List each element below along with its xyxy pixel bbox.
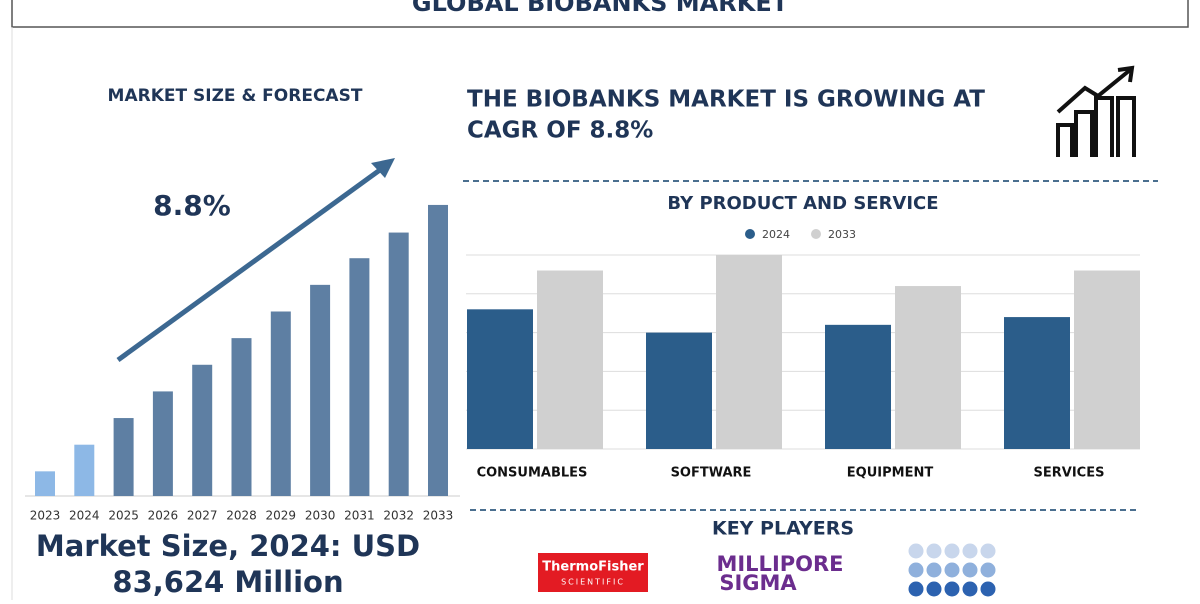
- market-size: Market Size, 2024: USD: [36, 529, 420, 563]
- x-tick-label: 2026: [148, 509, 179, 523]
- bar: [35, 471, 55, 496]
- chart-title: MARKET SIZE & FORECAST: [108, 86, 363, 106]
- bar: [895, 286, 961, 449]
- logo-dot: [908, 543, 924, 559]
- logo-text: SCIENTIFIC: [561, 578, 625, 587]
- logo-dot: [908, 562, 924, 578]
- growth-icon: [1056, 65, 1136, 157]
- x-tick-label: 2024: [69, 509, 100, 523]
- bar: [646, 332, 712, 449]
- x-tick-label: 2031: [344, 509, 375, 523]
- logo-dot: [944, 562, 960, 578]
- bar: [349, 258, 370, 496]
- x-tick-label: 2025: [108, 509, 139, 523]
- logo-text: ThermoFisher: [542, 560, 644, 575]
- annotation: 8.8%: [153, 189, 231, 222]
- logo-dot: [908, 581, 924, 597]
- logo-text: SIGMA: [719, 571, 797, 595]
- legend-label: 2033: [828, 228, 856, 241]
- bar: [388, 232, 409, 496]
- trend-arrow: [116, 164, 386, 363]
- legend-marker: [811, 229, 821, 239]
- logo-dot: [962, 562, 978, 578]
- x-tick-label: CONSUMABLES: [477, 466, 588, 481]
- x-tick-label: 2030: [305, 509, 336, 523]
- logo-dot: [962, 581, 978, 597]
- logo-text: MILLIPORE: [716, 552, 843, 576]
- logo-dot: [944, 543, 960, 559]
- logo-dot: [980, 543, 996, 559]
- bar: [231, 338, 252, 496]
- bar: [74, 444, 95, 496]
- headline: CAGR OF 8.8%: [467, 118, 653, 144]
- bar: [825, 324, 891, 449]
- arrow-head: [371, 158, 395, 178]
- bar: [310, 284, 331, 496]
- legend-label: 2024: [762, 228, 790, 241]
- x-tick-label: 2032: [383, 509, 414, 523]
- x-tick-label: SOFTWARE: [671, 466, 752, 481]
- logo-dot: [980, 581, 996, 597]
- page-title: GLOBAL BIOBANKS MARKET: [412, 0, 789, 17]
- logo-dot: [926, 562, 942, 578]
- legend-marker: [745, 229, 755, 239]
- logo-box: [538, 553, 648, 592]
- logo-dot: [980, 562, 996, 578]
- header-box: [11, 0, 1189, 28]
- logo-dots: [908, 543, 996, 597]
- bar: [1074, 270, 1140, 449]
- bar: [113, 418, 134, 496]
- x-tick-label: 2023: [30, 509, 61, 523]
- bar: [192, 364, 213, 496]
- market-size: 83,624 Million: [112, 565, 343, 599]
- key-players-title: KEY PLAYERS: [712, 518, 854, 540]
- bar: [152, 391, 173, 496]
- logo-dot: [944, 581, 960, 597]
- headline: THE BIOBANKS MARKET IS GROWING AT: [467, 87, 985, 113]
- logo-dot: [962, 543, 978, 559]
- bar: [716, 255, 782, 449]
- x-tick-label: 2029: [266, 509, 297, 523]
- bar: [428, 204, 448, 496]
- logo-dot: [926, 543, 942, 559]
- x-tick-label: EQUIPMENT: [847, 466, 934, 481]
- x-tick-label: 2033: [423, 509, 454, 523]
- x-tick-label: 2028: [226, 509, 257, 523]
- chart-title: BY PRODUCT AND SERVICE: [667, 193, 938, 214]
- x-tick-label: SERVICES: [1034, 466, 1105, 481]
- bar: [537, 270, 603, 449]
- logo-dot: [926, 581, 942, 597]
- bar: [270, 311, 291, 496]
- bar: [467, 309, 533, 449]
- bar: [1004, 317, 1070, 449]
- x-tick-label: 2027: [187, 509, 218, 523]
